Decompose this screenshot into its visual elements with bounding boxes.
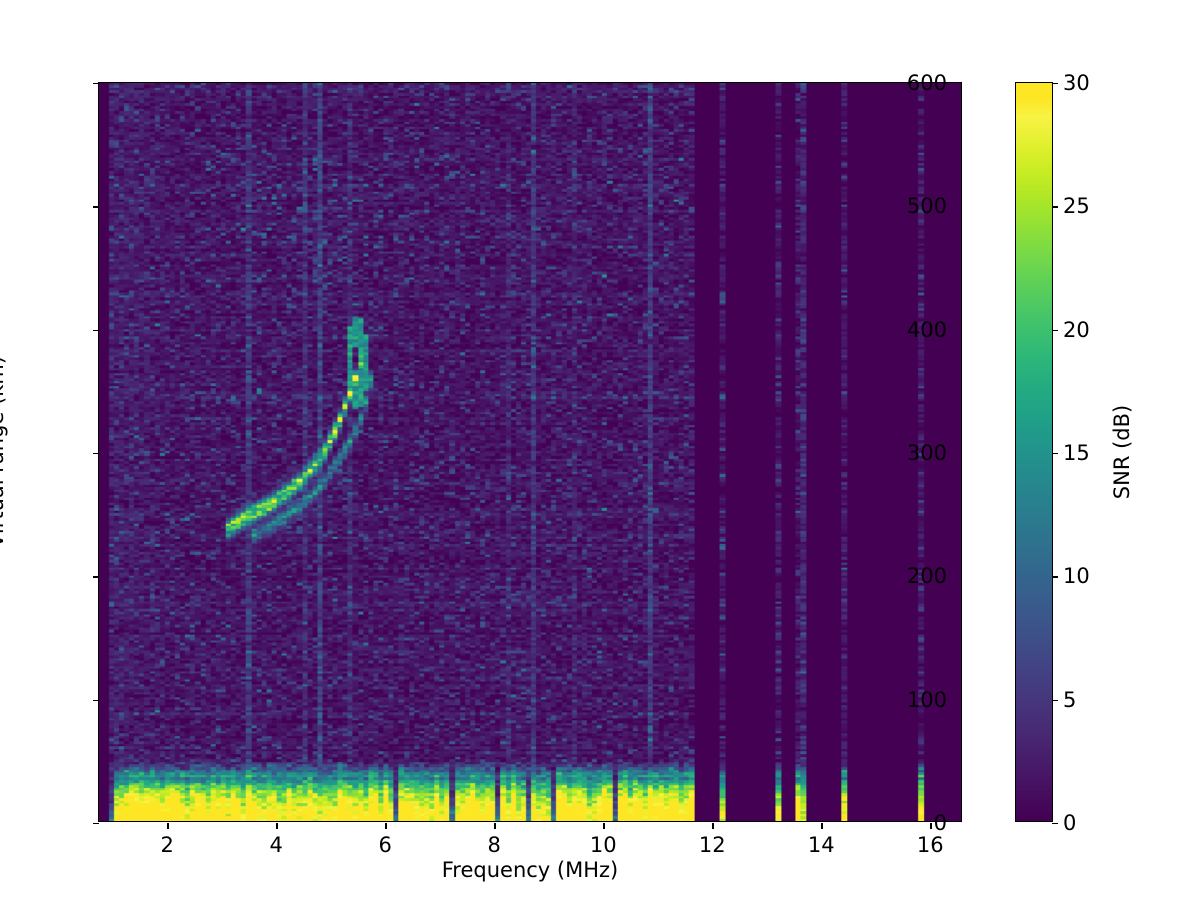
x-tick-label: 2 bbox=[160, 833, 174, 857]
colorbar[interactable]: 0 5 10 15 20 25 30 bbox=[1015, 71, 1090, 835]
colorbar-tick bbox=[1052, 83, 1058, 85]
ionogram-heatmap-canvas bbox=[99, 83, 961, 821]
x-tick-label: 6 bbox=[378, 833, 392, 857]
x-tick bbox=[930, 823, 932, 829]
x-tick bbox=[712, 823, 714, 829]
x-tick-label: 12 bbox=[698, 833, 726, 857]
colorbar-tick-label: 30 bbox=[1063, 71, 1090, 95]
x-tick bbox=[385, 823, 387, 829]
ionogram-plot-area[interactable]: 0 100 200 300 400 500 600 2 4 6 8 10 12 14 16 bbox=[93, 71, 962, 857]
x-tick bbox=[821, 823, 823, 829]
colorbar-tick-label: 25 bbox=[1063, 194, 1090, 219]
colorbar-tick-label: 15 bbox=[1063, 441, 1090, 465]
colorbar-tick-label: 10 bbox=[1063, 564, 1090, 589]
colorbar-tick-label: 0 bbox=[1063, 811, 1077, 835]
y-tick bbox=[93, 453, 99, 455]
y-tick-label: 300 bbox=[906, 441, 947, 465]
y-tick-label: 600 bbox=[906, 71, 947, 95]
colorbar-tick bbox=[1052, 453, 1058, 455]
x-tick bbox=[603, 823, 605, 829]
x-tick bbox=[276, 823, 278, 829]
y-tick-label: 0 bbox=[933, 811, 947, 835]
colorbar-tick bbox=[1052, 329, 1058, 332]
x-axis-label: Frequency (MHz) bbox=[441, 858, 619, 882]
y-tick bbox=[93, 83, 99, 85]
x-tick-label: 16 bbox=[916, 833, 944, 857]
y-tick bbox=[93, 329, 99, 332]
x-tick-label: 14 bbox=[807, 833, 835, 857]
colorbar-label: SNR (dB) bbox=[1110, 404, 1134, 500]
y-tick-label: 400 bbox=[906, 317, 947, 342]
x-tick bbox=[167, 823, 169, 829]
colorbar-tick bbox=[1052, 576, 1058, 578]
y-tick-label: 100 bbox=[906, 687, 947, 712]
y-axis-label: Virtual range (km) bbox=[0, 355, 8, 549]
x-tick bbox=[494, 823, 496, 829]
colorbar-tick bbox=[1052, 823, 1058, 825]
colorbar-tick-label: 20 bbox=[1063, 317, 1090, 342]
colorbar-tick bbox=[1052, 699, 1058, 702]
x-tick-label: 10 bbox=[589, 833, 617, 857]
y-tick-label: 500 bbox=[906, 194, 947, 219]
colorbar-tick-label: 5 bbox=[1063, 687, 1077, 712]
y-tick bbox=[93, 699, 99, 702]
colorbar-gradient bbox=[1016, 83, 1052, 821]
y-tick-label: 200 bbox=[906, 564, 947, 589]
y-tick bbox=[93, 576, 99, 578]
y-tick bbox=[93, 206, 99, 208]
y-tick bbox=[93, 823, 99, 825]
x-tick-label: 4 bbox=[269, 833, 283, 857]
x-tick-label: 8 bbox=[487, 833, 501, 857]
colorbar-tick bbox=[1052, 206, 1058, 208]
